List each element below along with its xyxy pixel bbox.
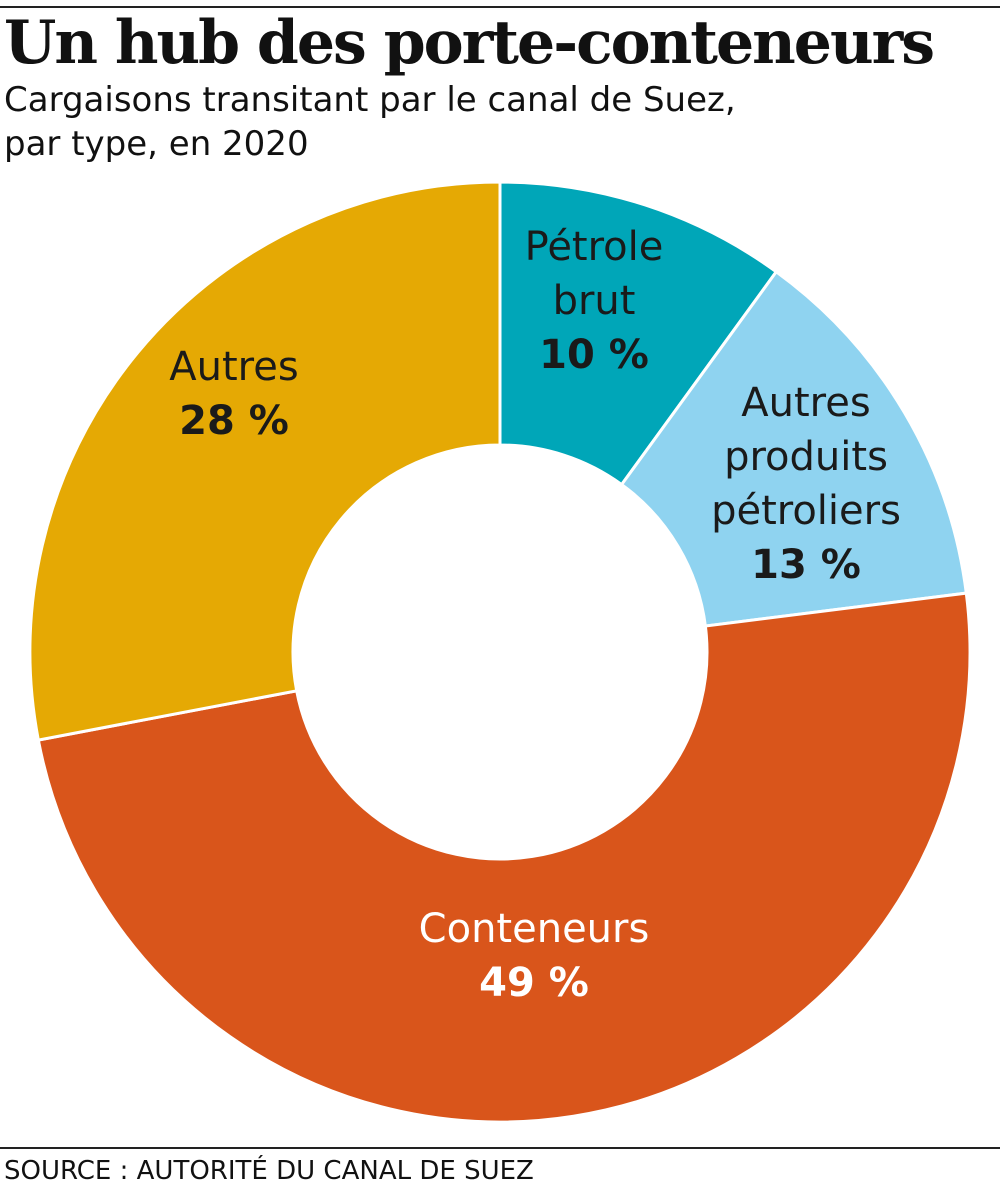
slice-label-line: Conteneurs [419,906,650,952]
slice-value-label: 49 % [479,960,589,1006]
slice-label-line: Autres [169,344,298,390]
chart-title: Un hub des porte-conteneurs [4,8,935,78]
slice-label-petrole-brut: Pétrole brut 10 % [525,224,664,378]
slice-label-line: brut [553,278,636,324]
bottom-rule [0,1147,1000,1149]
slice-label-conteneurs: Conteneurs 49 % [419,906,650,1006]
donut-chart: Pétrole brut 10 % Autres produits pétroliers 1… [28,180,972,1124]
source-note: SOURCE : AUTORITÉ DU CANAL DE SUEZ [4,1156,534,1186]
slice-autres-produits-petroliers [619,269,968,628]
slice-petrole-brut [498,180,779,487]
slice-label-autres: Autres 28 % [169,344,298,444]
top-rule [0,6,1000,8]
slice-label-line: produits [724,434,888,480]
slice-label-line: pétroliers [711,488,901,534]
slice-label-line: Autres [741,380,870,426]
slice-label-autres-produits-petroliers: Autres produits pétroliers 13 % [711,380,901,588]
subtitle-line-1: Cargaisons transitant par le canal de Su… [4,80,736,120]
slice-value-label: 10 % [539,332,649,378]
slice-label-line: Pétrole [525,224,664,270]
chart-subtitle: Cargaisons transitant par le canal de Su… [4,78,984,166]
slice-autres [28,180,502,742]
slice-value-label: 13 % [751,542,861,588]
subtitle-line-2: par type, en 2020 [4,124,309,164]
slice-conteneurs [36,591,972,1124]
slice-value-label: 28 % [179,398,289,444]
